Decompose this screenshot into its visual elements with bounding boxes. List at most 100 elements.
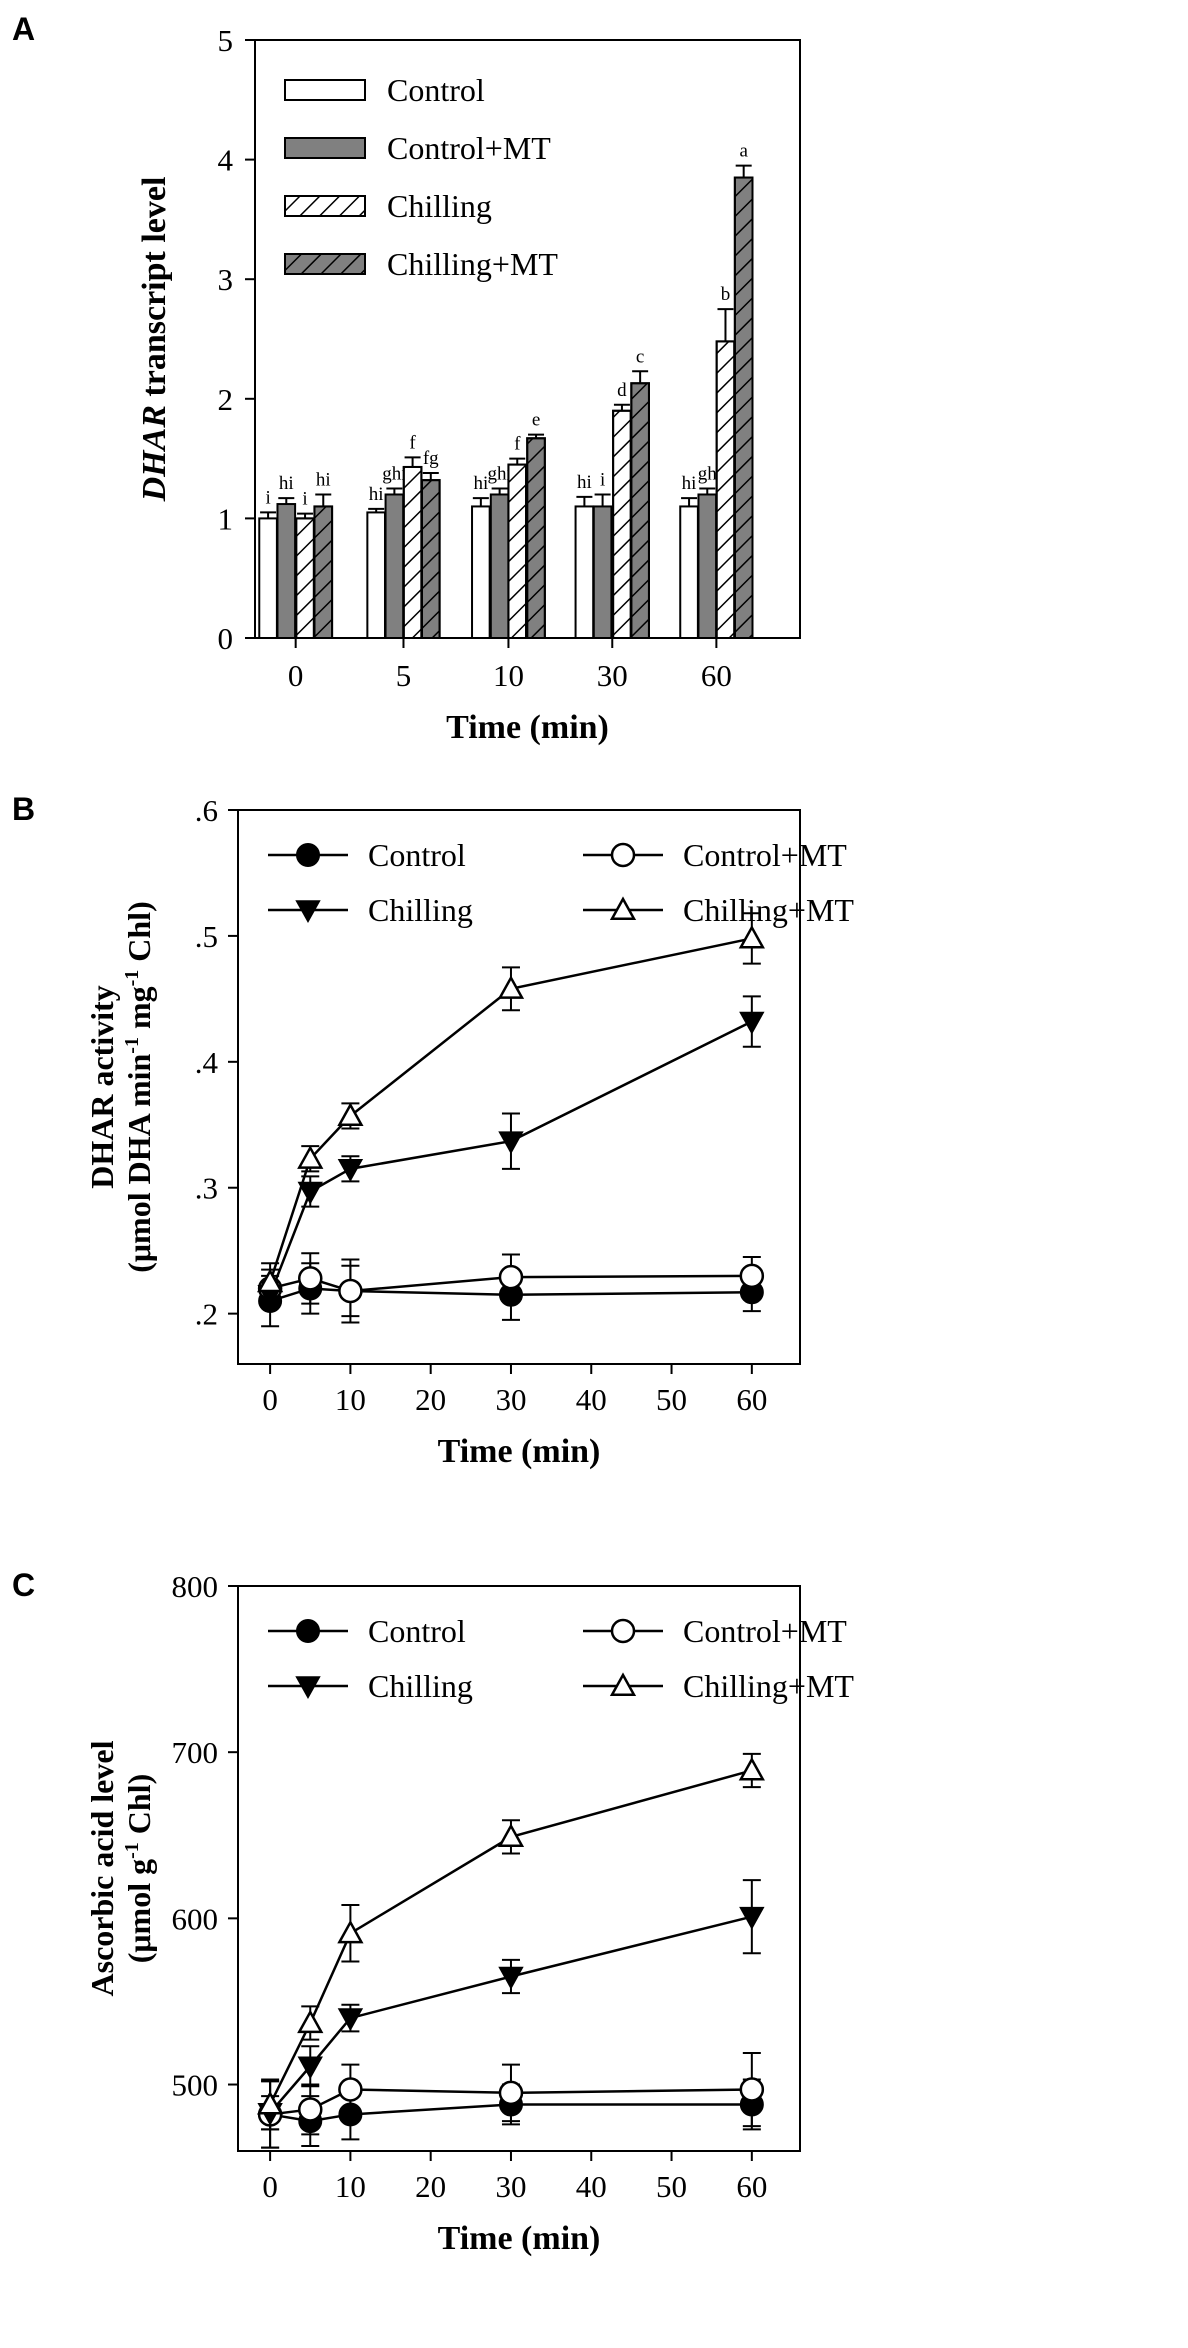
x-tick-label: 60 xyxy=(736,1382,767,1417)
significance-letter: c xyxy=(636,346,644,367)
bar xyxy=(471,505,491,639)
x-tick-label: 0 xyxy=(262,2169,278,2204)
y-axis-label-line2: (μmol DHA min-1 mg-1 Chl) xyxy=(121,901,157,1272)
panel-label: A xyxy=(12,11,35,47)
significance-letter: e xyxy=(532,410,540,431)
point xyxy=(256,2090,284,2115)
point xyxy=(338,1278,363,1304)
point xyxy=(296,843,320,867)
panel-label: C xyxy=(12,1567,35,1603)
bar-hatch xyxy=(612,409,632,640)
legend-swatch xyxy=(284,79,366,101)
point xyxy=(610,842,636,868)
point xyxy=(498,1131,524,1155)
bar-hatch xyxy=(313,505,334,639)
point xyxy=(256,1268,284,1293)
x-tick-label: 5 xyxy=(396,658,412,693)
y-tick-label: .3 xyxy=(195,1171,218,1206)
legend-label: Control+MT xyxy=(387,130,551,166)
significance-letter: gh xyxy=(698,464,718,485)
legend-swatch-hatch xyxy=(284,253,366,275)
x-tick-label: 0 xyxy=(262,1382,278,1417)
significance-letter: hi xyxy=(316,469,331,490)
point xyxy=(296,1619,320,1643)
significance-letter: f xyxy=(409,432,416,453)
legend-label: Control xyxy=(368,1613,466,1649)
y-axis-label-line1: Ascorbic acid level xyxy=(84,1740,120,1996)
significance-letter: fg xyxy=(423,448,439,469)
panel-c: C 0 10 20 30 40 50 60 500 600 700 800 Control Control… xyxy=(12,1567,854,2257)
legend-label: Control+MT xyxy=(683,837,847,873)
bar-hatch xyxy=(715,340,736,639)
point xyxy=(498,2080,524,2106)
x-tick-label: 50 xyxy=(656,2169,687,2204)
point xyxy=(609,1672,637,1697)
point xyxy=(739,2077,765,2102)
bar xyxy=(574,505,595,639)
x-tick-label: 60 xyxy=(701,658,732,693)
point xyxy=(609,896,637,921)
significance-letter: i xyxy=(600,469,605,490)
bar-hatch xyxy=(420,479,441,639)
y-tick-label: 4 xyxy=(218,143,234,178)
y-tick-label: 800 xyxy=(172,1569,219,1604)
legend-label: Chilling+MT xyxy=(387,246,558,282)
x-axis-label: Time (min) xyxy=(438,2220,601,2257)
y-tick-label: .2 xyxy=(195,1297,218,1332)
point xyxy=(298,1266,323,1291)
significance-letter: ghi xyxy=(382,464,406,485)
legend-label: Chilling xyxy=(368,892,473,928)
panel-b: B 0 10 20 30 40 50 60 .2 .3 .4 .5 .6 Control Control+M… xyxy=(12,791,854,1470)
x-tick-label: 30 xyxy=(495,1382,526,1417)
y-tick-label: .6 xyxy=(195,793,218,828)
point xyxy=(497,975,525,999)
x-tick-label: 30 xyxy=(495,2169,526,2204)
significance-letter: ghi xyxy=(487,464,511,485)
point xyxy=(739,1906,765,1930)
x-tick-label: 40 xyxy=(576,1382,607,1417)
bar-hatch xyxy=(295,517,315,640)
bar xyxy=(366,511,386,639)
legend-label: Control xyxy=(387,72,485,108)
significance-letter: hi xyxy=(473,473,488,494)
point xyxy=(497,1823,525,1847)
legend-swatch-hatch xyxy=(284,195,366,217)
bar xyxy=(384,493,405,640)
significance-letter: d xyxy=(617,380,627,401)
bar xyxy=(592,505,613,639)
significance-letter: a xyxy=(739,141,748,162)
significance-letter: hi xyxy=(369,484,384,505)
point xyxy=(337,1159,364,1182)
bar-hatch xyxy=(402,465,423,639)
bar xyxy=(679,505,699,639)
plot-frame xyxy=(237,809,801,1365)
x-tick-label: 60 xyxy=(736,2169,767,2204)
point xyxy=(297,2056,323,2080)
plot-frame xyxy=(237,1585,801,2152)
y-tick-label: 3 xyxy=(218,262,234,297)
x-tick-label: 10 xyxy=(335,1382,366,1417)
y-tick-label: .4 xyxy=(195,1045,219,1080)
bar-hatch xyxy=(507,463,528,639)
x-tick-label: 20 xyxy=(415,2169,446,2204)
point xyxy=(297,1145,324,1169)
legend-label: Chilling+MT xyxy=(683,1668,854,1704)
bar-hatch xyxy=(733,176,754,639)
x-axis-label: Time (min) xyxy=(438,1433,601,1470)
y-tick-label: 700 xyxy=(172,1735,219,1770)
bar xyxy=(276,503,297,639)
legend-label: Chilling xyxy=(387,188,492,224)
point xyxy=(738,1756,765,1781)
significance-letter: i xyxy=(265,487,270,508)
legend-label: Control xyxy=(368,837,466,873)
significance-letter: f xyxy=(514,434,521,455)
legend-label: Chilling xyxy=(368,1668,473,1704)
legend-label: Control+MT xyxy=(683,1613,847,1649)
point xyxy=(739,1011,765,1035)
significance-letter: hi xyxy=(279,473,294,494)
point xyxy=(337,1102,364,1127)
bar xyxy=(258,517,278,640)
point xyxy=(337,1919,364,1944)
y-tick-label: 600 xyxy=(172,1901,219,1936)
